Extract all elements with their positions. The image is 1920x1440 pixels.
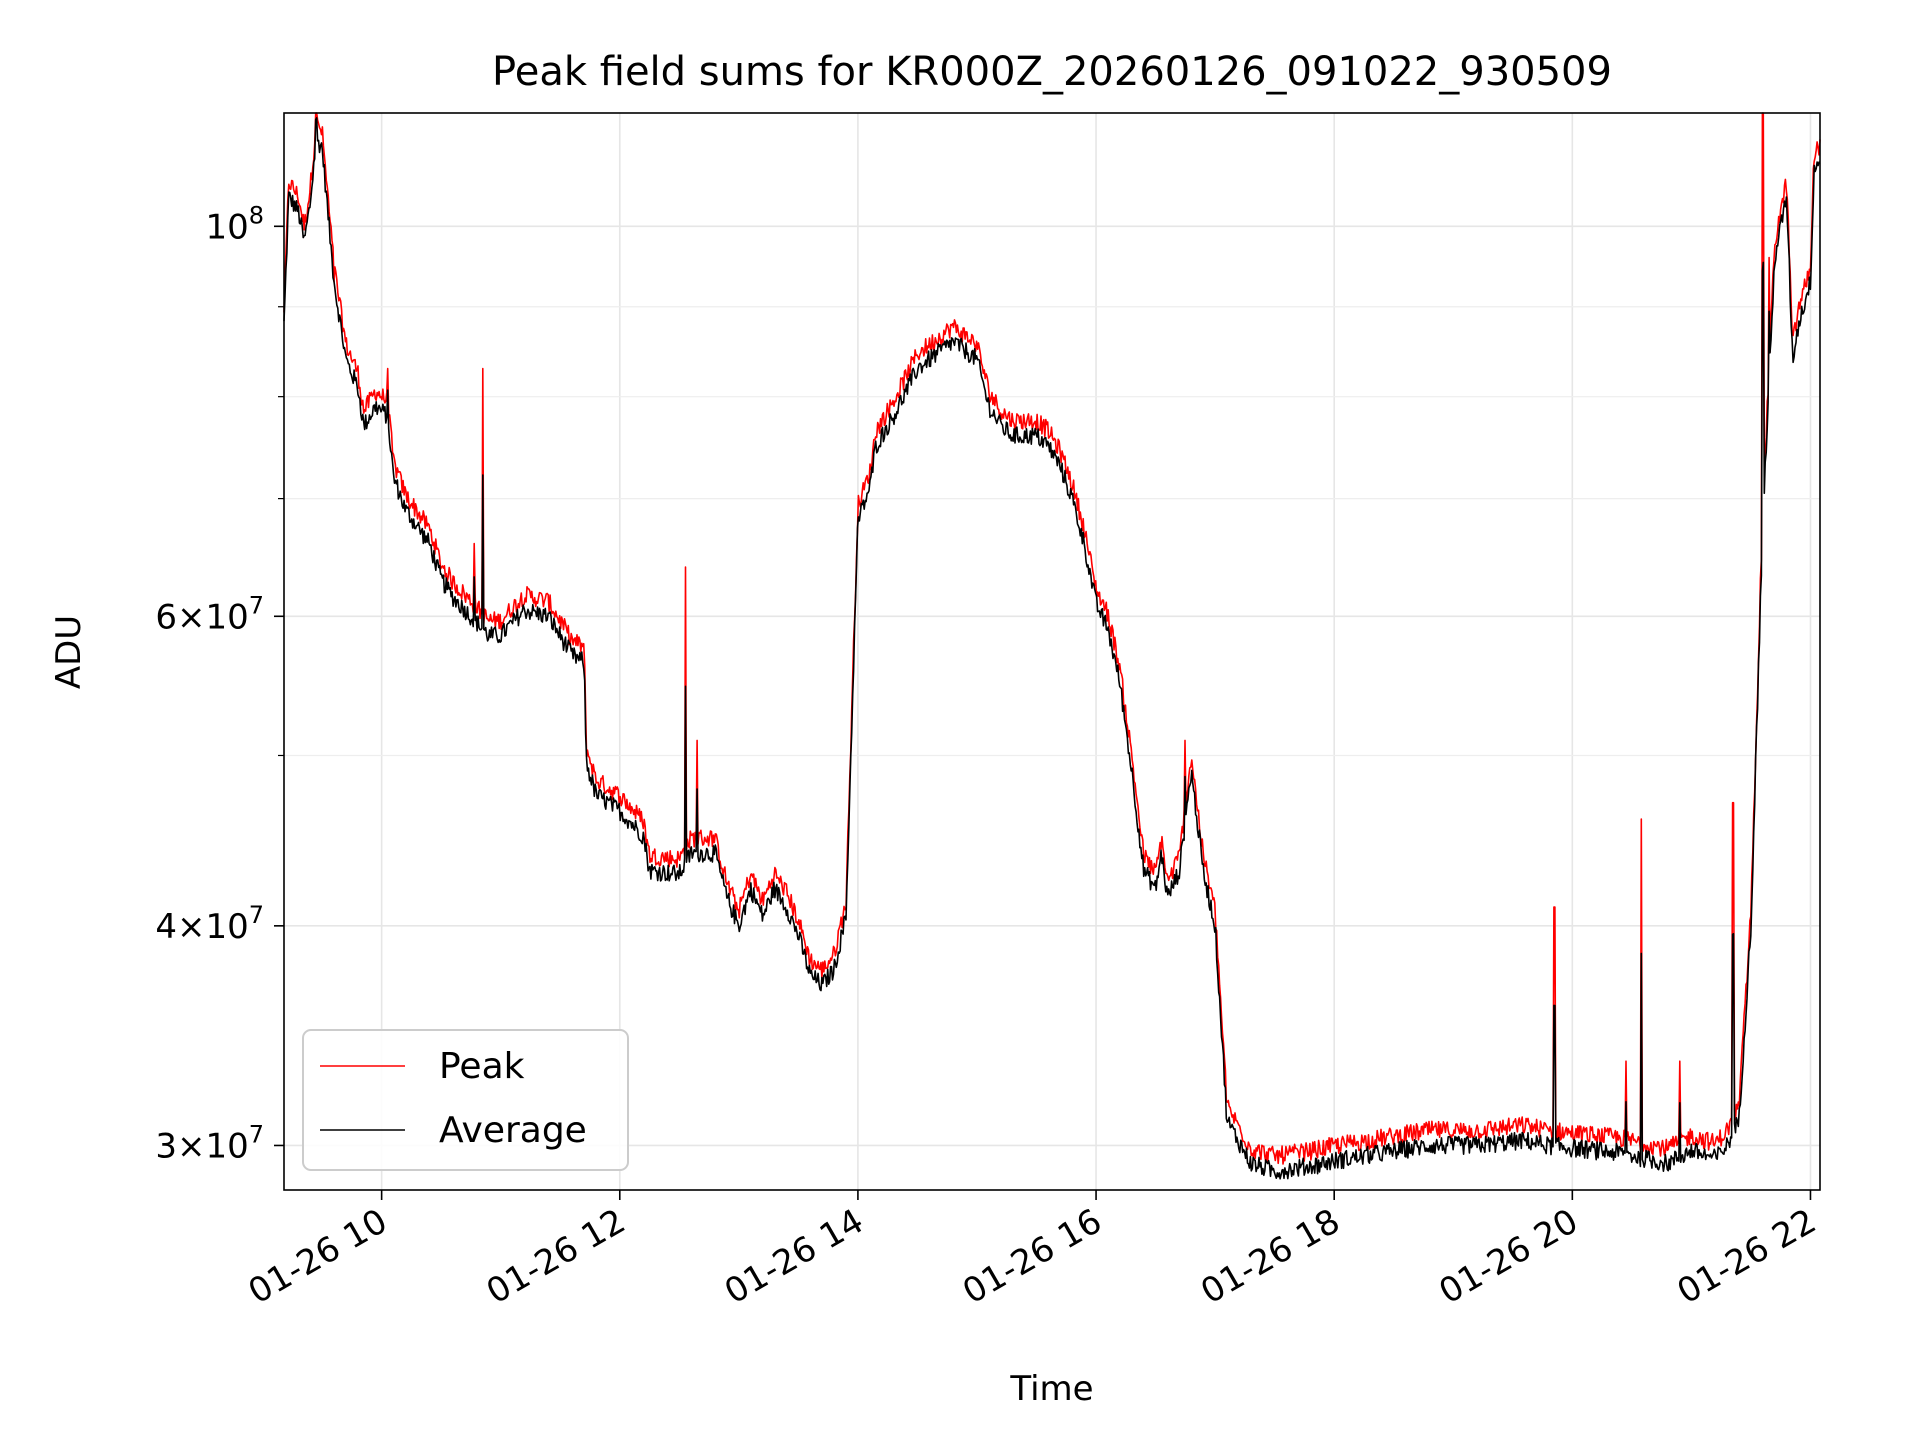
series-layer [283, 112, 1821, 1180]
legend: Peak Average [302, 1029, 629, 1171]
y-tick-label: 6×107 [155, 591, 264, 637]
chart-title: Peak field sums for KR000Z_20260126_0910… [492, 49, 1612, 95]
legend-peak-label: Peak [439, 1046, 525, 1087]
legend-average-label: Average [439, 1110, 587, 1151]
series-line-average [283, 117, 1821, 1180]
legend-box [302, 1029, 629, 1171]
y-tick-label: 108 [205, 201, 264, 247]
series-line-peak [283, 112, 1821, 1165]
y-axis-label: ADU [49, 615, 89, 689]
plot-frame [283, 112, 1821, 1191]
y-tick-label: 4×107 [155, 901, 264, 947]
x-axis-label: Time [1009, 1369, 1093, 1409]
y-tick-label: 3×107 [155, 1120, 264, 1166]
